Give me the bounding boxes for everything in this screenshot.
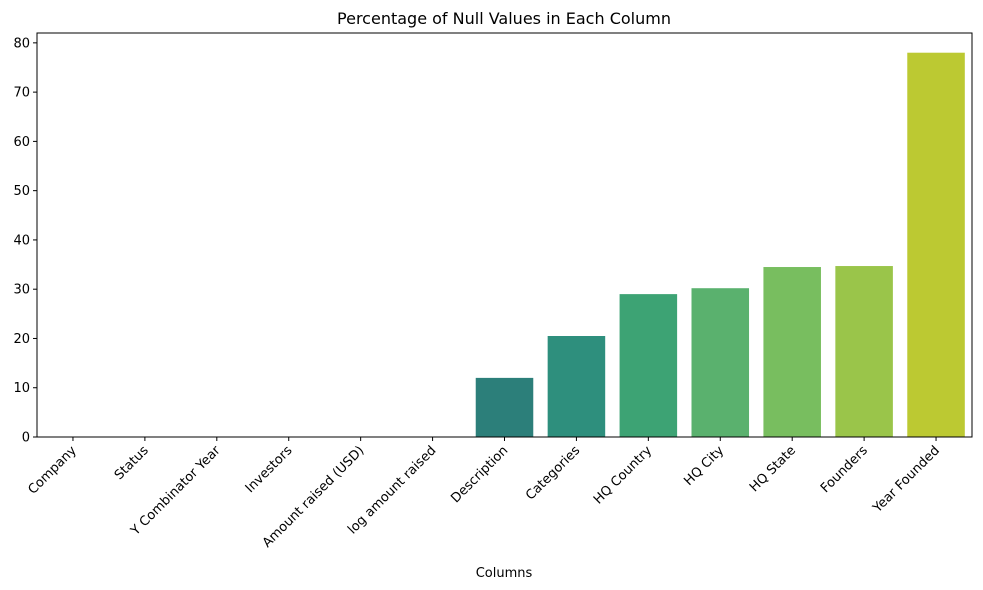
chart-title: Percentage of Null Values in Each Column (337, 9, 671, 28)
x-tick-label: Status (112, 443, 152, 483)
bar-founders (835, 266, 893, 437)
y-tick-label: 70 (13, 86, 30, 101)
x-tick-label: HQ State (747, 443, 799, 495)
y-tick-label: 50 (13, 184, 30, 199)
x-tick-label: Investors (243, 443, 296, 496)
y-axis: 0 10 20 30 40 50 60 70 80 (13, 36, 37, 446)
y-tick-label: 30 (13, 283, 30, 298)
bar-year-founded (907, 52, 965, 438)
y-tick-label: 10 (13, 381, 30, 396)
bar-description (475, 377, 534, 437)
bars-group (475, 52, 965, 438)
y-tick-label: 80 (13, 36, 30, 51)
x-tick-label: Company (25, 443, 80, 498)
x-tick-label: Founders (818, 443, 871, 496)
y-tick-label: 0 (22, 431, 30, 446)
y-tick-label: 60 (13, 135, 30, 150)
bar-hq-city (691, 288, 750, 437)
bar-categories (547, 336, 606, 437)
y-tick-label: 40 (13, 233, 30, 248)
x-tick-label: Year Founded (870, 443, 943, 516)
plot-frame (36, 32, 973, 438)
x-tick-label: Description (448, 443, 511, 506)
bar-hq-state (763, 267, 821, 437)
x-tick-label: Categories (523, 443, 583, 503)
x-tick-label: HQ City (681, 443, 727, 489)
x-tick-label: HQ Country (591, 443, 655, 507)
bar-hq-country (619, 294, 678, 437)
y-tick-label: 20 (13, 332, 30, 347)
x-axis-label: Columns (476, 566, 533, 581)
